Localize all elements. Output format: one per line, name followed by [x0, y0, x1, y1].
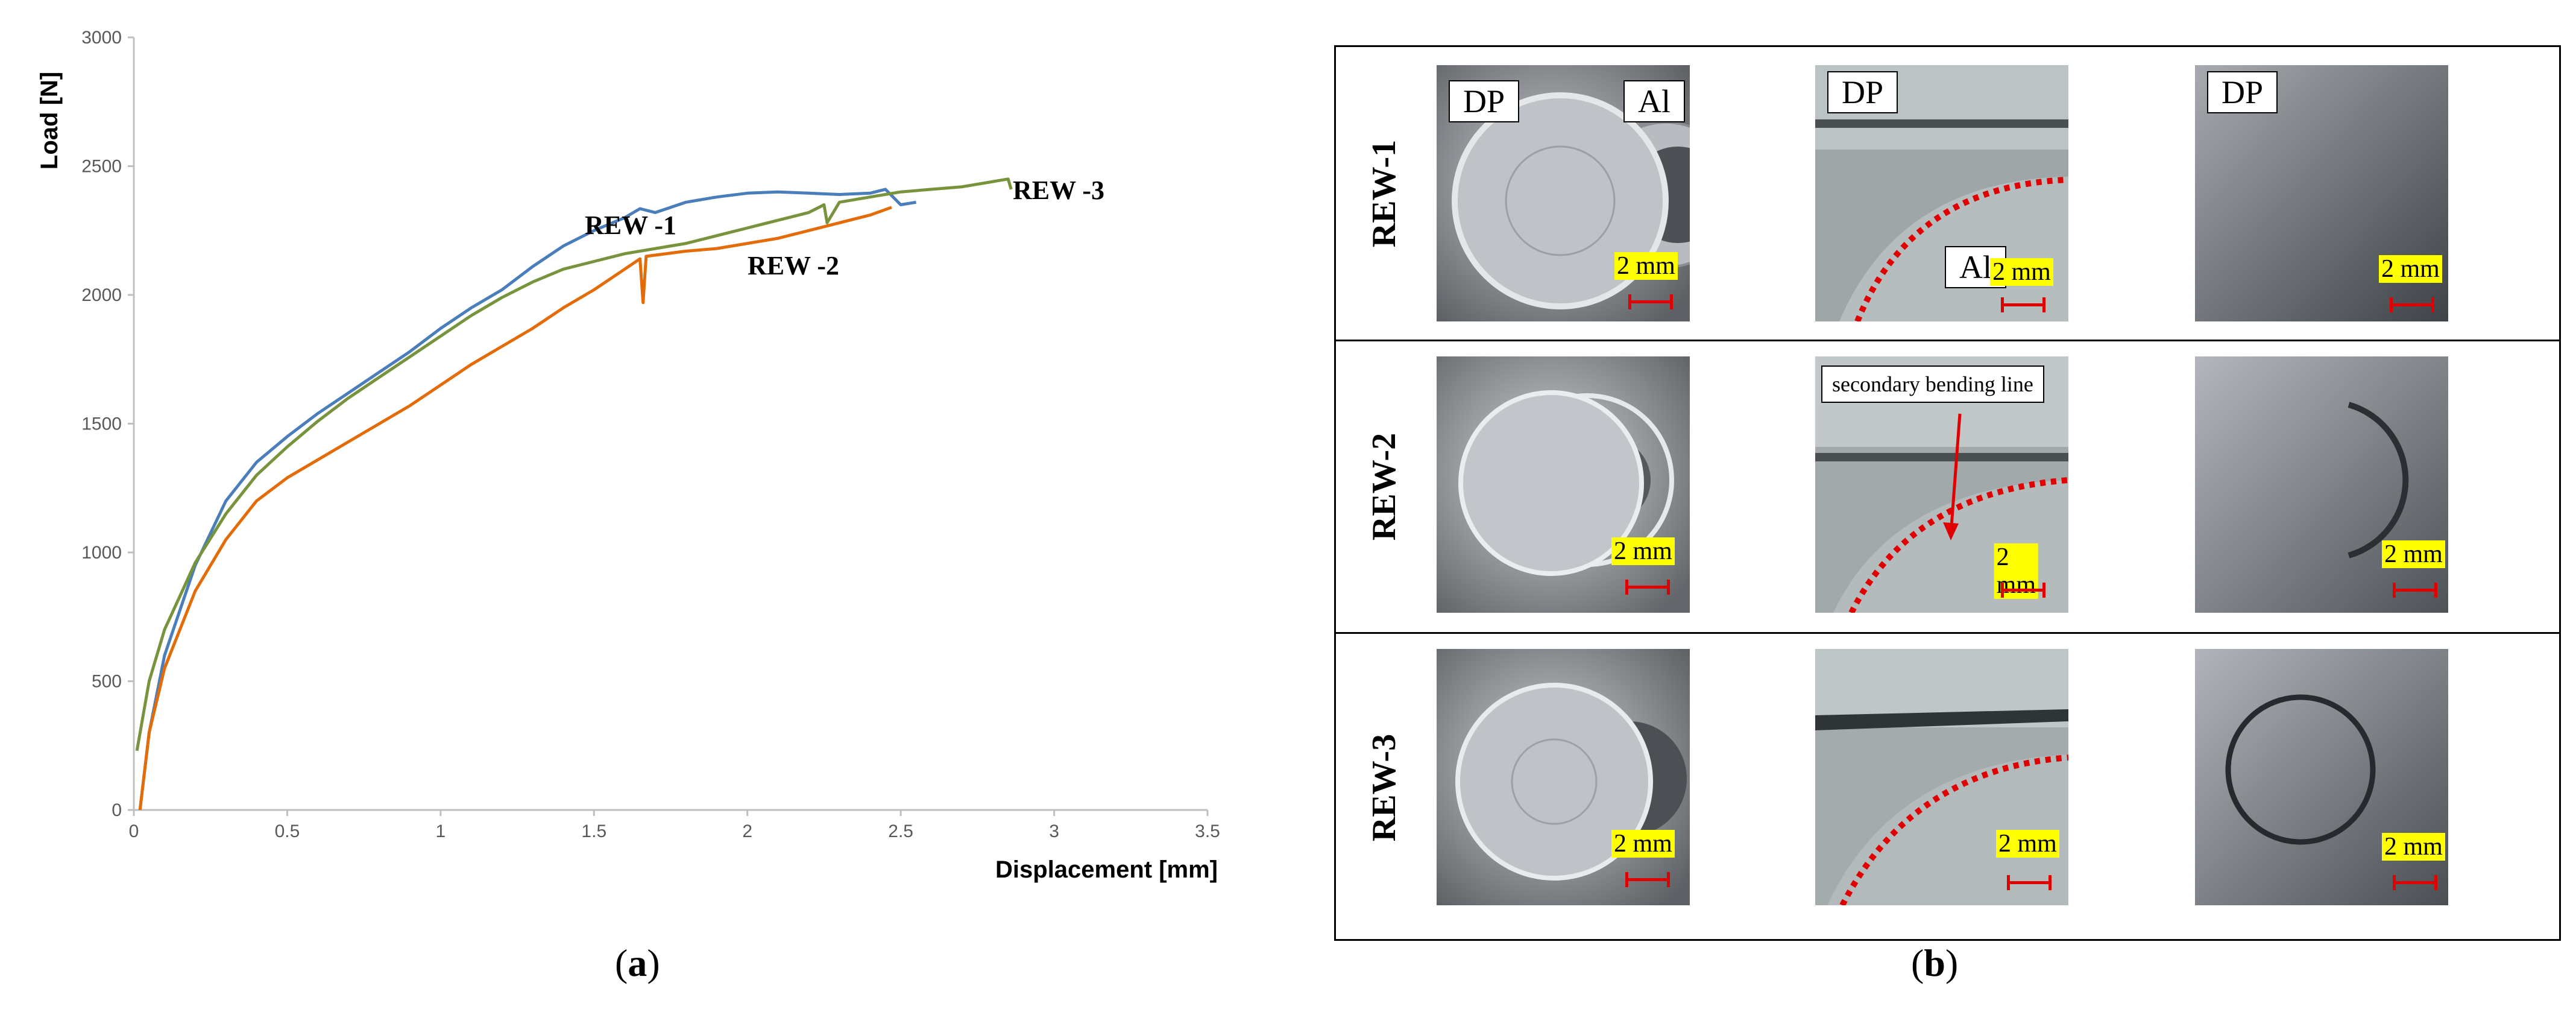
- x-tick-label: 0.5: [275, 821, 300, 841]
- scale-bar: [2001, 297, 2045, 312]
- scale-bar: [2393, 583, 2437, 598]
- photo-rew-2-dp-side: 2 mm: [2195, 356, 2448, 613]
- dp-side-image: [2195, 649, 2448, 905]
- scale-label: 2 mm: [2382, 540, 2445, 569]
- series-label-rew-2: REW -2: [748, 251, 839, 280]
- chart-ticks: 0 0.5 1 1.5 2 2.5 3 3.5 0 500 1000 1500 2000 2500 3000: [81, 28, 1220, 841]
- row-label-rew-2: REW-2: [1365, 432, 1403, 541]
- series-line-rew-1: [138, 188, 917, 811]
- scale-label: 2 mm: [2382, 833, 2445, 861]
- series-label-rew-3: REW -3: [1013, 176, 1104, 205]
- x-tick-label: 2: [742, 821, 752, 841]
- x-tick-label: 0: [129, 821, 139, 841]
- row-rew-1: REW-1 DP Al 2 mm DP: [1336, 47, 2559, 340]
- series-line-rew-2: [138, 206, 892, 811]
- y-tick-label: 0: [112, 800, 122, 820]
- x-tick-label: 3.5: [1195, 821, 1220, 841]
- y-tick-label: 2000: [81, 285, 122, 305]
- weld-photo-panel: REW-1 DP Al 2 mm DP: [1334, 45, 2561, 941]
- caption-b: (b): [1911, 941, 1959, 984]
- row-rew-3: REW-3 2 mm 2 mm: [1336, 632, 2559, 941]
- x-tick-label: 2.5: [888, 821, 913, 841]
- scale-bar: [2390, 297, 2434, 312]
- y-tick-label: 1500: [81, 414, 122, 434]
- scale-label: 2 mm: [1614, 252, 1678, 280]
- x-axis-title: Displacement [mm]: [995, 856, 1218, 883]
- photo-rew-3-surface: 2 mm: [1437, 649, 1690, 905]
- scale-label: 2 mm: [1611, 830, 1675, 858]
- scale-bar: [2001, 583, 2045, 598]
- scale-label: 2 mm: [1996, 830, 2059, 858]
- series-label-rew-1: REW -1: [585, 210, 676, 240]
- load-displacement-chart: 0 0.5 1 1.5 2 2.5 3 3.5 0 500 1000 1500 2000 2500 3000…: [36, 28, 1220, 883]
- scale-bar: [1628, 294, 1673, 309]
- chart-axes: [133, 37, 1208, 811]
- row-rew-2: REW-2 2 mm secondary bend: [1336, 340, 2559, 632]
- row-label-rew-3: REW-3: [1365, 733, 1403, 841]
- dp-side-image: [2195, 356, 2448, 613]
- tag-dp: DP: [2207, 71, 2278, 113]
- cross-section-image: [1815, 649, 2068, 905]
- scale-bar: [2007, 875, 2052, 890]
- photo-rew-1-surface: DP Al 2 mm: [1437, 65, 1690, 321]
- scale-bar: [1625, 872, 1670, 887]
- scale-bar: [2393, 875, 2437, 890]
- weld-surface-image: [1437, 649, 1690, 905]
- tag-al: Al: [1623, 80, 1685, 122]
- scale-label: 2 mm: [2379, 255, 2442, 283]
- scale-bar: [1625, 580, 1670, 595]
- secondary-bending-line-callout: secondary bending line: [1821, 365, 2044, 403]
- y-tick-label: 500: [92, 672, 122, 692]
- tag-dp: DP: [1449, 80, 1520, 122]
- series-line-rew-3: [135, 177, 1013, 751]
- y-axis-title: Load [N]: [36, 72, 63, 169]
- x-tick-label: 1.5: [581, 821, 606, 841]
- photo-rew-2-cross-section: secondary bending line 2 mm: [1815, 356, 2068, 613]
- scale-label: 2 mm: [1990, 258, 2053, 286]
- y-tick-label: 3000: [81, 28, 122, 48]
- x-tick-label: 3: [1049, 821, 1059, 841]
- scale-label: 2 mm: [1611, 537, 1675, 566]
- photo-rew-3-cross-section: 2 mm: [1815, 649, 2068, 905]
- x-tick-label: 1: [436, 821, 446, 841]
- tag-dp: DP: [1827, 71, 1898, 113]
- weld-surface-image: [1437, 356, 1690, 613]
- photo-rew-3-dp-side: 2 mm: [2195, 649, 2448, 905]
- row-label-rew-1: REW-1: [1365, 139, 1403, 247]
- photo-rew-1-dp-side: DP 2 mm: [2195, 65, 2448, 321]
- photo-rew-2-surface: 2 mm: [1437, 356, 1690, 613]
- caption-a: (a): [615, 941, 660, 984]
- y-tick-label: 2500: [81, 157, 122, 177]
- y-tick-label: 1000: [81, 543, 122, 563]
- photo-rew-1-cross-section: DP Al 2 mm: [1815, 65, 2068, 321]
- chart-series: [135, 177, 1013, 811]
